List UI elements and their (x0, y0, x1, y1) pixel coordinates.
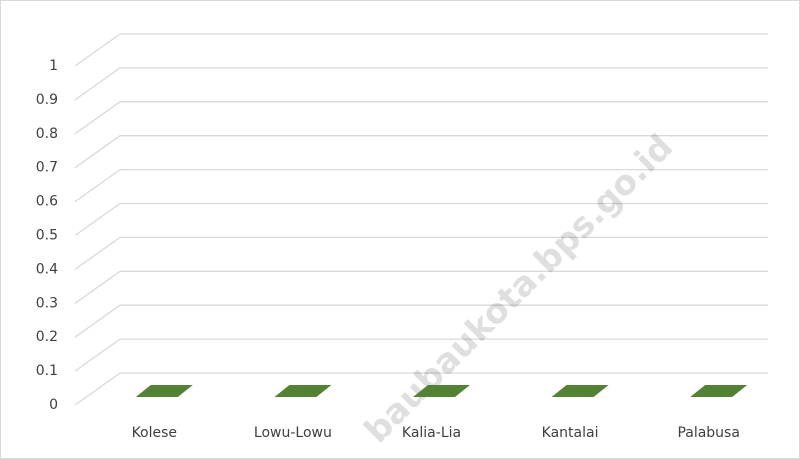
grid-line-depth (74, 135, 121, 169)
grid-line-depth (74, 101, 121, 135)
grid-line-depth (74, 33, 121, 67)
x-tick-label: Kalia-Lia (402, 425, 461, 441)
y-tick-label: 0.9 (36, 92, 58, 108)
bar (135, 385, 193, 397)
y-tick-label: 0.6 (36, 194, 58, 210)
grid-line-depth (74, 202, 121, 237)
grid-line-depth (74, 338, 121, 372)
x-tick-label: Kantalai (542, 425, 599, 441)
y-tick-label: 0 (49, 397, 58, 413)
y-tick-label: 0.2 (36, 329, 58, 345)
bar (551, 385, 609, 397)
x-tick-label: Kolese (132, 425, 177, 441)
bar (690, 385, 748, 397)
y-tick-label: 0.1 (36, 363, 58, 379)
y-tick-label: 0.7 (36, 160, 58, 176)
y-tick-label: 1 (49, 58, 58, 74)
bar (274, 385, 332, 397)
y-tick-label: 0.5 (36, 228, 58, 244)
grid-line-depth (74, 304, 121, 338)
grid-line-depth (74, 270, 121, 304)
x-tick-label: Palabusa (677, 425, 740, 441)
grid-line-depth (74, 236, 121, 270)
y-tick-label: 0.3 (36, 295, 58, 311)
bar (413, 385, 470, 397)
y-tick-label: 0.4 (36, 261, 58, 277)
grid-line-depth (74, 169, 121, 203)
grid-line-depth (74, 372, 121, 406)
x-tick-label: Lowu-Lowu (254, 425, 332, 441)
y-tick-label: 0.8 (36, 126, 58, 142)
grid-line-depth (74, 67, 121, 101)
